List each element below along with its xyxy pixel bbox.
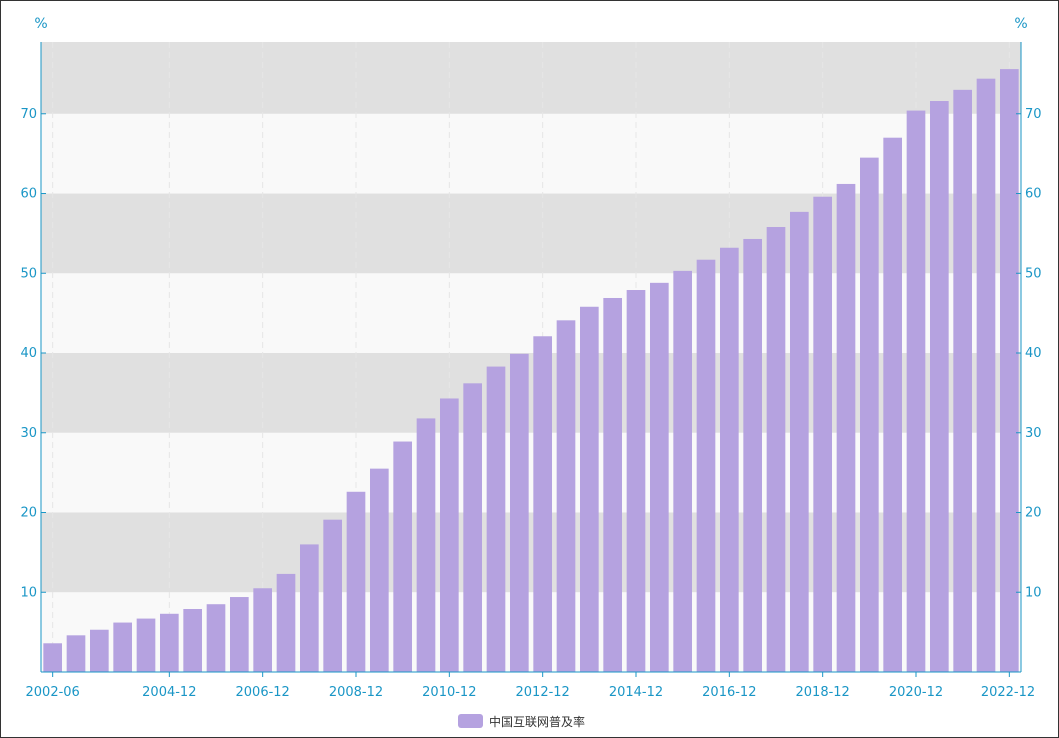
x-tick-label: 2008-12: [329, 685, 383, 700]
bar: [510, 353, 529, 672]
legend[interactable]: 中国互联网普及率: [458, 714, 585, 729]
bar: [276, 573, 296, 672]
bar: [416, 418, 436, 672]
bar: [66, 635, 86, 672]
bar: [603, 297, 622, 672]
bar: [230, 597, 249, 672]
bar: [883, 137, 902, 673]
x-tick-label: 2018-12: [796, 685, 850, 700]
y-tick-label-left: 40: [20, 346, 37, 361]
y-tick-label-left: 20: [20, 506, 37, 521]
y-band: [41, 432, 1021, 513]
bar: [720, 247, 739, 673]
y-tick-label-right: 40: [1025, 346, 1042, 361]
y-axis-right-unit: %: [1014, 16, 1027, 32]
y-tick-label-right: 70: [1025, 107, 1042, 122]
bar: [650, 282, 669, 672]
bar: [393, 441, 412, 672]
y-band: [41, 273, 1021, 354]
y-axis-left-unit: %: [34, 16, 47, 32]
y-tick-label-right: 20: [1025, 506, 1042, 521]
x-tick-label: 2020-12: [889, 685, 943, 700]
bar: [440, 398, 459, 672]
x-tick-label: 2004-12: [142, 685, 196, 700]
bar: [626, 290, 646, 672]
background-bands: [41, 42, 1021, 672]
bar: [253, 588, 272, 672]
bar: [813, 196, 832, 672]
y-tick-label-left: 30: [20, 426, 37, 441]
y-band: [41, 353, 1021, 433]
y-tick-label-right: 50: [1025, 266, 1042, 281]
bar: [930, 101, 949, 673]
bar: [906, 110, 926, 672]
y-band: [41, 512, 1021, 593]
bar: [976, 78, 996, 673]
x-tick-label: 2016-12: [702, 685, 756, 700]
x-tick-label: 2002-06: [26, 685, 80, 700]
x-tick-label: 2012-12: [516, 685, 570, 700]
y-tick-label-left: 60: [20, 187, 37, 202]
bar: [300, 544, 319, 672]
bar: [136, 618, 156, 672]
y-tick-label-right: 60: [1025, 187, 1042, 202]
bar: [183, 609, 202, 672]
legend-swatch: [458, 714, 483, 728]
y-tick-label-left: 50: [20, 266, 37, 281]
y-band: [41, 113, 1021, 194]
bar: [370, 468, 389, 672]
y-band: [41, 42, 1021, 114]
bar: [766, 227, 786, 672]
bar: [113, 622, 132, 672]
y-band: [41, 592, 1021, 672]
bar: [463, 383, 482, 672]
axes: 10 10 20 20 30 30 40 40 50 50 60 60 70 70 2002-06 2004-…: [20, 42, 1042, 700]
y-tick-label-left: 70: [20, 107, 37, 122]
y-tick-label-right: 30: [1025, 426, 1042, 441]
x-tick-label: 2010-12: [422, 685, 476, 700]
bar: [90, 629, 109, 672]
bar: [696, 259, 716, 672]
bar: [556, 320, 576, 672]
x-tick-label: 2006-12: [236, 685, 290, 700]
bar: [346, 491, 366, 672]
bar: [836, 183, 856, 672]
x-tick-label: 2022-12: [981, 685, 1035, 700]
bar: [860, 157, 879, 672]
bar: [206, 604, 226, 672]
bar: [323, 519, 342, 672]
bar: [43, 643, 62, 672]
bar: [1000, 69, 1019, 673]
bar: [160, 613, 179, 672]
bar: [486, 366, 506, 672]
bar: [953, 89, 972, 673]
legend-label: 中国互联网普及率: [489, 714, 585, 729]
bar: [533, 336, 552, 672]
y-tick-label-left: 10: [20, 585, 37, 600]
bar: [743, 238, 762, 673]
bar: [580, 306, 599, 672]
bar: [790, 211, 809, 672]
y-tick-label-right: 10: [1025, 585, 1042, 600]
y-band: [41, 193, 1021, 274]
bar: [673, 270, 692, 672]
bar-series: [43, 69, 1019, 673]
x-tick-label: 2014-12: [609, 685, 663, 700]
